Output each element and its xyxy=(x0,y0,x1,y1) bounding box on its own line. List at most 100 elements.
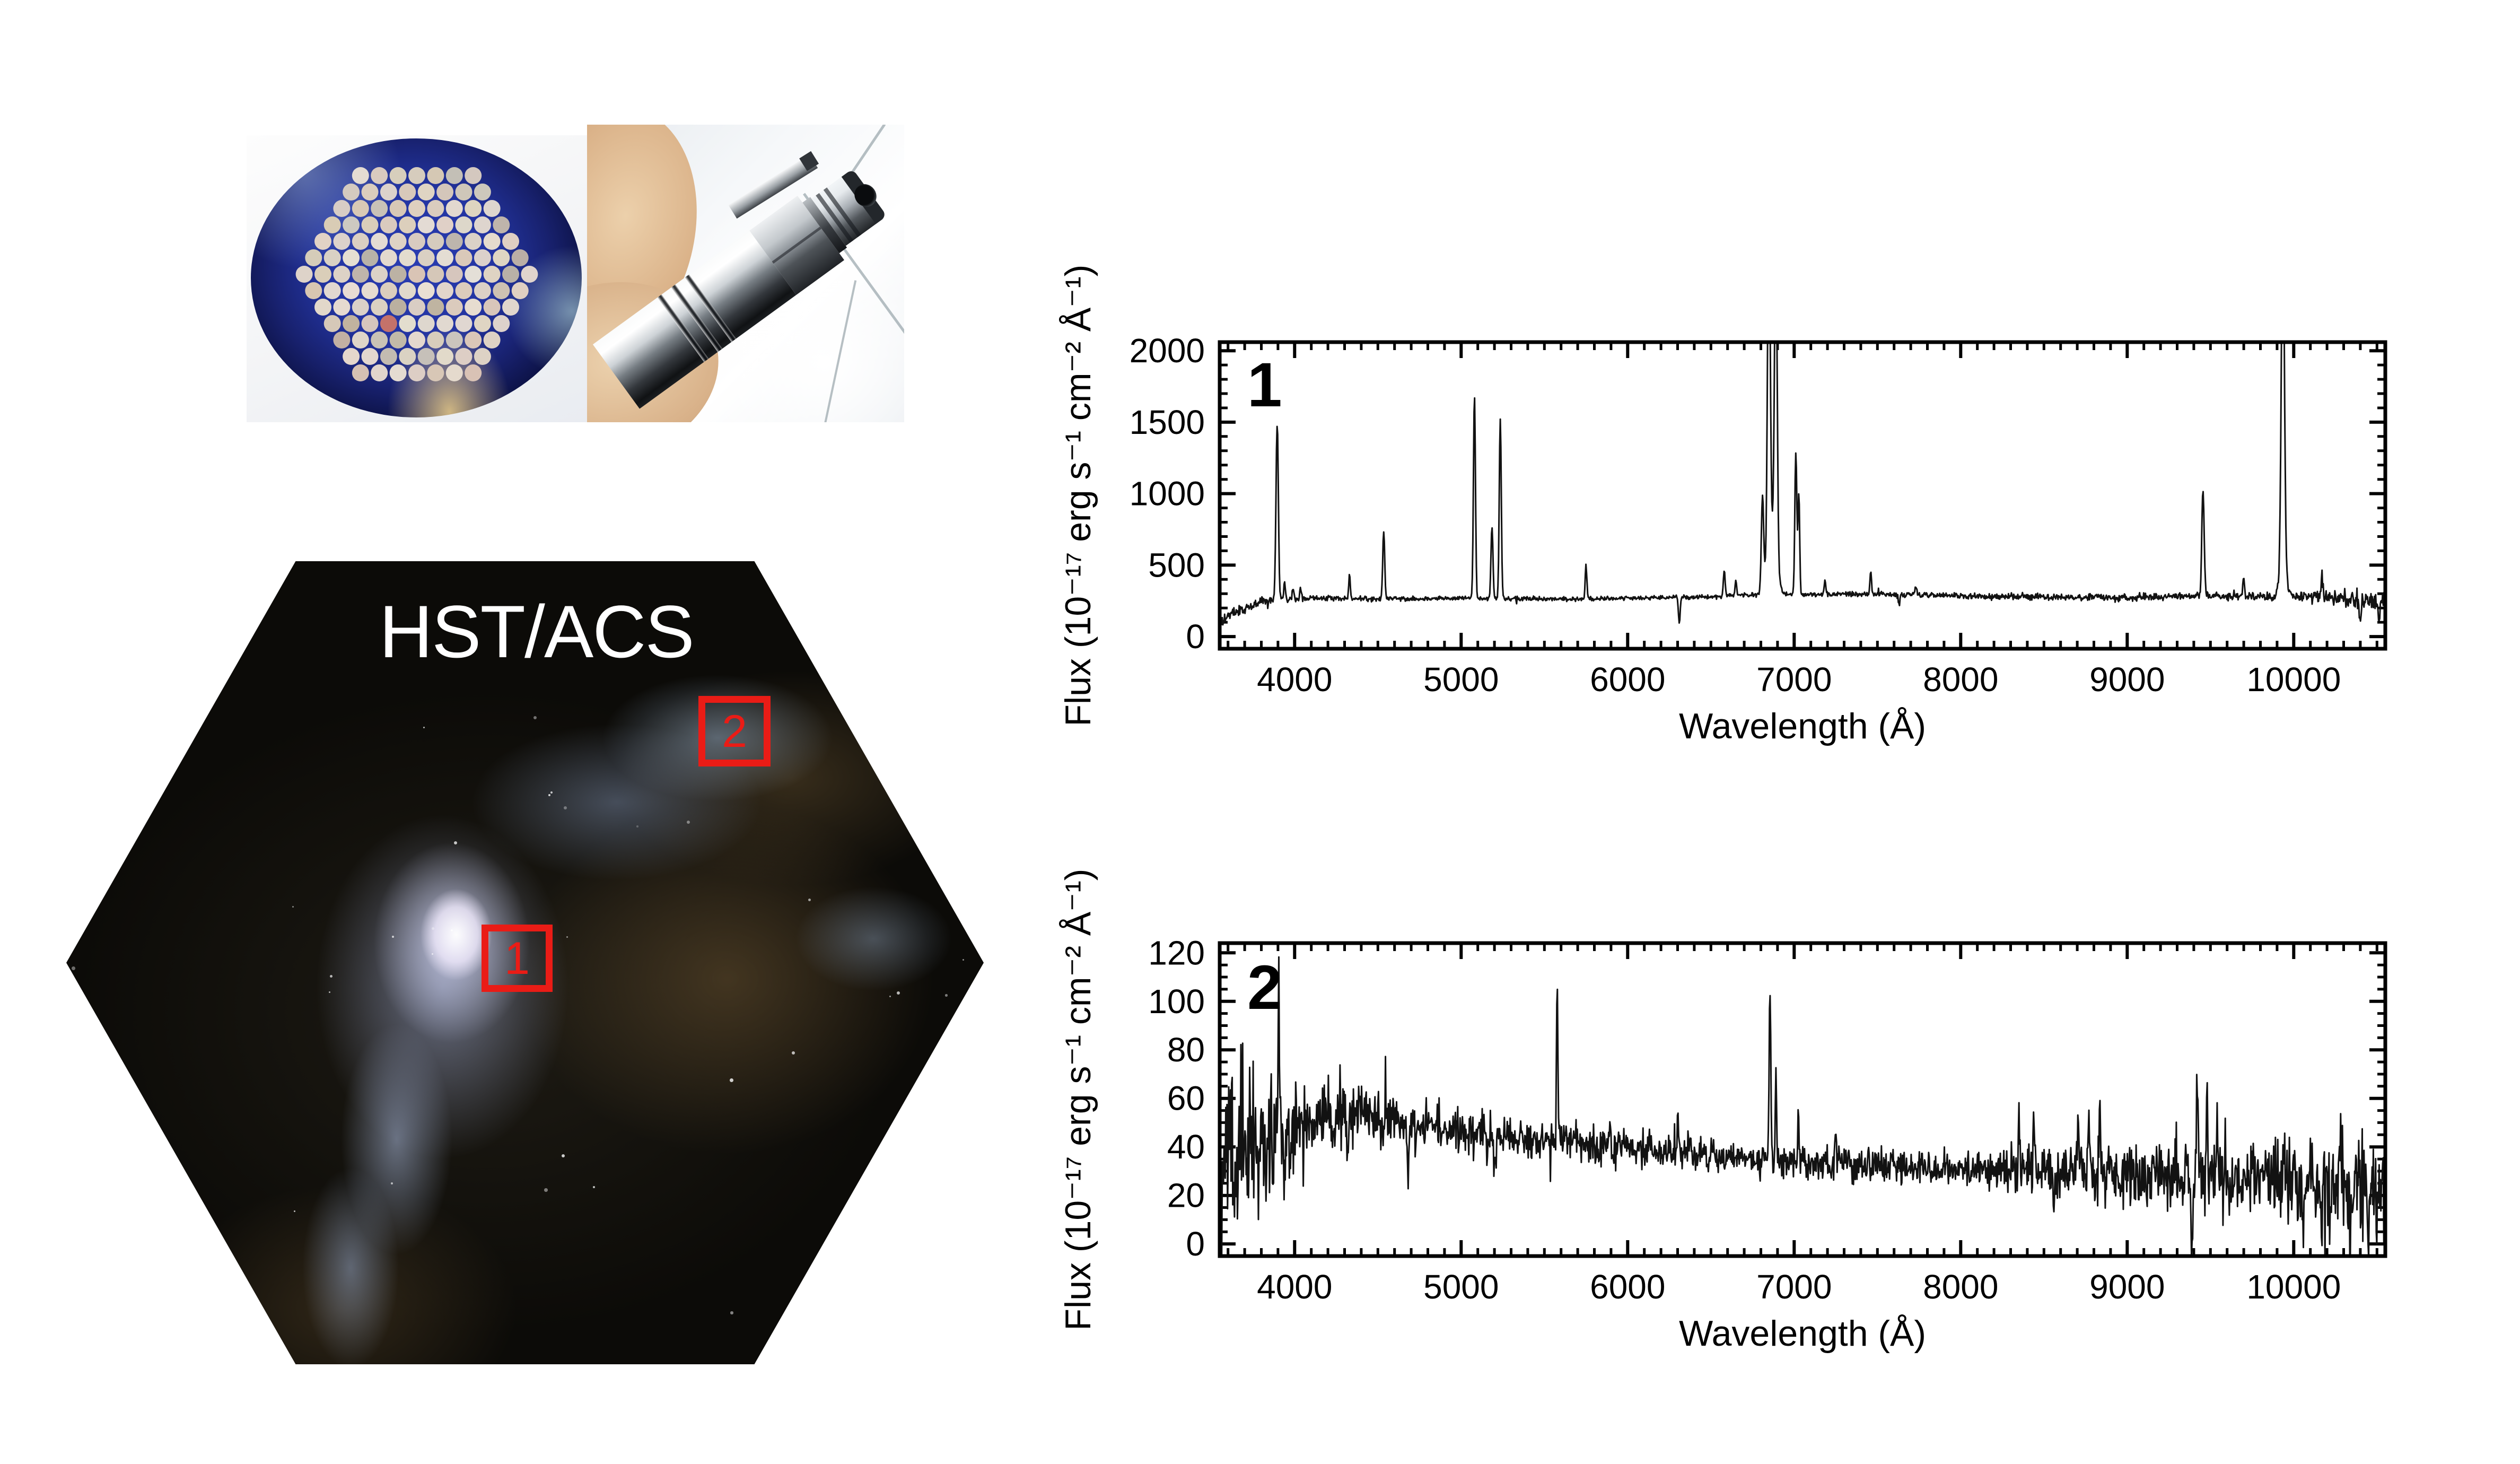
fiber-circle xyxy=(352,299,369,316)
fiber-circle xyxy=(436,315,454,332)
fiber-circle xyxy=(436,216,454,233)
star-dot xyxy=(544,1188,548,1192)
fiber-bundle-photo xyxy=(247,135,587,422)
region-box-2-label: 2 xyxy=(722,705,747,757)
star-dot xyxy=(730,1078,733,1082)
fiber-circle xyxy=(417,216,435,233)
x-tick-label: 7000 xyxy=(1756,1268,1832,1306)
fiber-circle xyxy=(474,282,491,299)
x-tick-label: 7000 xyxy=(1756,660,1832,699)
spectrum-plot-2: 4000 5000 6000 7000 8000 9000 10000 0 20 40 60 80 1… xyxy=(1058,869,2387,1354)
fiber-circle xyxy=(323,249,341,266)
fiber-circle xyxy=(380,315,397,332)
hst-acs-label: HST/ACS xyxy=(379,590,695,673)
y-tick-label: 60 xyxy=(1167,1079,1205,1118)
fiber-circle xyxy=(371,200,388,217)
fiber-circle xyxy=(427,364,444,381)
spectrum-trace-1 xyxy=(1220,342,2385,626)
fiber-circle xyxy=(361,249,379,266)
star-dot xyxy=(889,996,891,997)
fiber-circle xyxy=(389,332,407,348)
ferrule-photo xyxy=(587,125,904,422)
fiber-circle xyxy=(436,282,454,299)
x-tick-label: 4000 xyxy=(1257,660,1332,699)
plot-2-yaxis-label: Flux (10⁻¹⁷ erg s⁻¹ cm⁻² Å⁻¹) xyxy=(1058,869,1098,1331)
fiber-circle xyxy=(455,315,472,332)
fiber-circle xyxy=(427,233,444,250)
fiber-circle xyxy=(483,266,501,283)
fiber-circle xyxy=(455,282,472,299)
fiber-circle xyxy=(417,249,435,266)
fiber-circle xyxy=(399,249,416,266)
fiber-circle xyxy=(314,266,331,283)
y-tick-label: 80 xyxy=(1167,1031,1205,1069)
star-dot xyxy=(329,991,331,994)
star-dot xyxy=(330,975,333,978)
star-dot xyxy=(548,794,550,796)
fiber-circle xyxy=(352,266,369,283)
fiber-circle xyxy=(399,216,416,233)
fiber-circle xyxy=(483,299,501,316)
fiber-circle xyxy=(483,233,501,250)
fiber-circle xyxy=(436,249,454,266)
fiber-circle xyxy=(371,299,388,316)
fiber-circle xyxy=(511,282,529,299)
fiber-circle xyxy=(389,167,407,184)
fiber-circle xyxy=(436,348,454,365)
x-tick-label: 9000 xyxy=(2089,1268,2165,1306)
fiber-circle xyxy=(371,167,388,184)
y-tick-label: 1500 xyxy=(1130,403,1205,441)
fiber-circle xyxy=(389,233,407,250)
major-ticks xyxy=(1220,342,2385,649)
major-ticks xyxy=(1220,943,2385,1256)
x-tick-label: 10000 xyxy=(2246,660,2341,699)
fiber-circle xyxy=(333,299,351,316)
fiber-circle xyxy=(483,200,501,217)
y-tick-label: 0 xyxy=(1186,617,1205,656)
fiber-circle xyxy=(502,233,519,250)
y-tick-label: 100 xyxy=(1148,982,1205,1021)
fiber-circle xyxy=(361,348,379,365)
fiber-circle xyxy=(343,249,360,266)
fiber-circle xyxy=(389,266,407,283)
fiber-circle xyxy=(399,348,416,365)
fiber-circle xyxy=(445,364,463,381)
fiber-circle xyxy=(352,233,369,250)
fiber-circle xyxy=(408,167,425,184)
axis-ticks xyxy=(1220,342,2385,649)
fiber-circle xyxy=(474,315,491,332)
fiber-circle xyxy=(399,282,416,299)
fiber-circle xyxy=(465,167,482,184)
y-tick-label: 1000 xyxy=(1130,475,1205,513)
spectrum-trace-2 xyxy=(1220,956,2385,1256)
fiber-circle xyxy=(361,184,379,201)
fiber-circle xyxy=(352,364,369,381)
star-dot xyxy=(292,906,294,908)
fiber-circle xyxy=(371,233,388,250)
star-dot xyxy=(432,927,435,930)
star-dot xyxy=(533,716,537,720)
fiber-circle xyxy=(408,233,425,250)
fiber-circle xyxy=(427,200,444,217)
fiber-circle xyxy=(474,184,491,201)
star-dot xyxy=(636,825,638,827)
fiber-circle xyxy=(361,315,379,332)
star-dot xyxy=(392,936,394,938)
fiber-circle xyxy=(408,299,425,316)
fiber-circle xyxy=(465,364,482,381)
fiber-circle xyxy=(380,282,397,299)
fiber-circle xyxy=(389,299,407,316)
fiber-circle xyxy=(371,266,388,283)
x-tick-labels: 4000 5000 6000 7000 8000 9000 10000 xyxy=(1257,1268,2341,1306)
y-tick-label: 500 xyxy=(1148,546,1205,584)
fiber-circle xyxy=(380,249,397,266)
minor-ticks xyxy=(1220,342,2385,649)
plot-2-number-label: 2 xyxy=(1247,953,1282,1023)
fiber-circle xyxy=(493,216,510,233)
x-tick-label: 6000 xyxy=(1590,1268,1665,1306)
plot-frame-1 xyxy=(1218,340,2387,651)
fiber-circle xyxy=(511,249,529,266)
y-tick-label: 0 xyxy=(1186,1225,1205,1263)
fiber-circle xyxy=(314,233,331,250)
